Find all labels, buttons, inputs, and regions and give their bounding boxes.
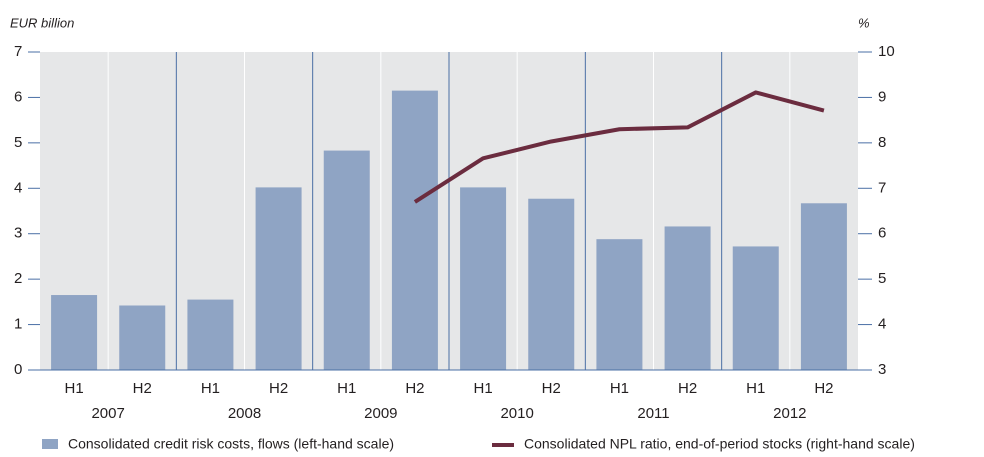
y-tick-label: 6 (14, 88, 22, 105)
x-tick-label: H1 (746, 380, 765, 397)
group-label: 2009 (364, 405, 397, 422)
group-label: 2012 (773, 405, 806, 422)
bar (528, 198, 575, 370)
y-axis-label: EUR billion (10, 15, 74, 30)
legend-swatch (42, 439, 58, 449)
x-tick-label: H1 (610, 380, 629, 397)
y-tick-label: 7 (14, 43, 22, 60)
x-tick-label: H2 (678, 380, 697, 397)
y2-tick-label: 10 (878, 43, 895, 60)
group-label: 2008 (228, 405, 261, 422)
y2-tick-label: 4 (878, 316, 886, 333)
bar (255, 187, 302, 370)
bar (187, 299, 234, 370)
y2-tick-label: 6 (878, 225, 886, 242)
x-tick-label: H2 (133, 380, 152, 397)
y2-tick-label: 9 (878, 88, 886, 105)
y2-tick-label: 8 (878, 134, 886, 151)
bar (596, 239, 643, 370)
y2-tick-label: 5 (878, 270, 886, 287)
y-tick-label: 1 (14, 316, 22, 333)
bar (732, 246, 779, 370)
group-label: 2007 (91, 405, 124, 422)
x-tick-label: H1 (337, 380, 356, 397)
y-tick-label: 4 (14, 179, 22, 196)
y-tick-label: 0 (14, 361, 22, 378)
bar (664, 226, 711, 370)
legend-label: Consolidated credit risk costs, flows (l… (68, 436, 394, 452)
bar (391, 90, 438, 370)
bar (119, 305, 166, 370)
y-tick-label: 2 (14, 270, 22, 287)
y-tick-label: 5 (14, 134, 22, 151)
x-tick-label: H2 (814, 380, 833, 397)
bar (323, 150, 370, 370)
group-label: 2010 (500, 405, 533, 422)
bar (800, 203, 847, 370)
legend-label: Consolidated NPL ratio, end-of-period st… (524, 436, 915, 452)
line (413, 90, 825, 204)
x-tick-label: H2 (542, 380, 561, 397)
x-tick-label: H1 (64, 380, 83, 397)
x-tick-label: H2 (269, 380, 288, 397)
y2-tick-label: 7 (878, 179, 886, 196)
group-label: 2011 (637, 405, 669, 422)
y-tick-label: 3 (14, 225, 22, 242)
x-tick-label: H1 (473, 380, 492, 397)
x-tick-label: H1 (201, 380, 220, 397)
y2-tick-label: 3 (878, 361, 886, 378)
x-tick-label: H2 (405, 380, 424, 397)
bar (460, 187, 507, 370)
y2-axis-label: % (858, 15, 870, 30)
bar (51, 295, 98, 370)
